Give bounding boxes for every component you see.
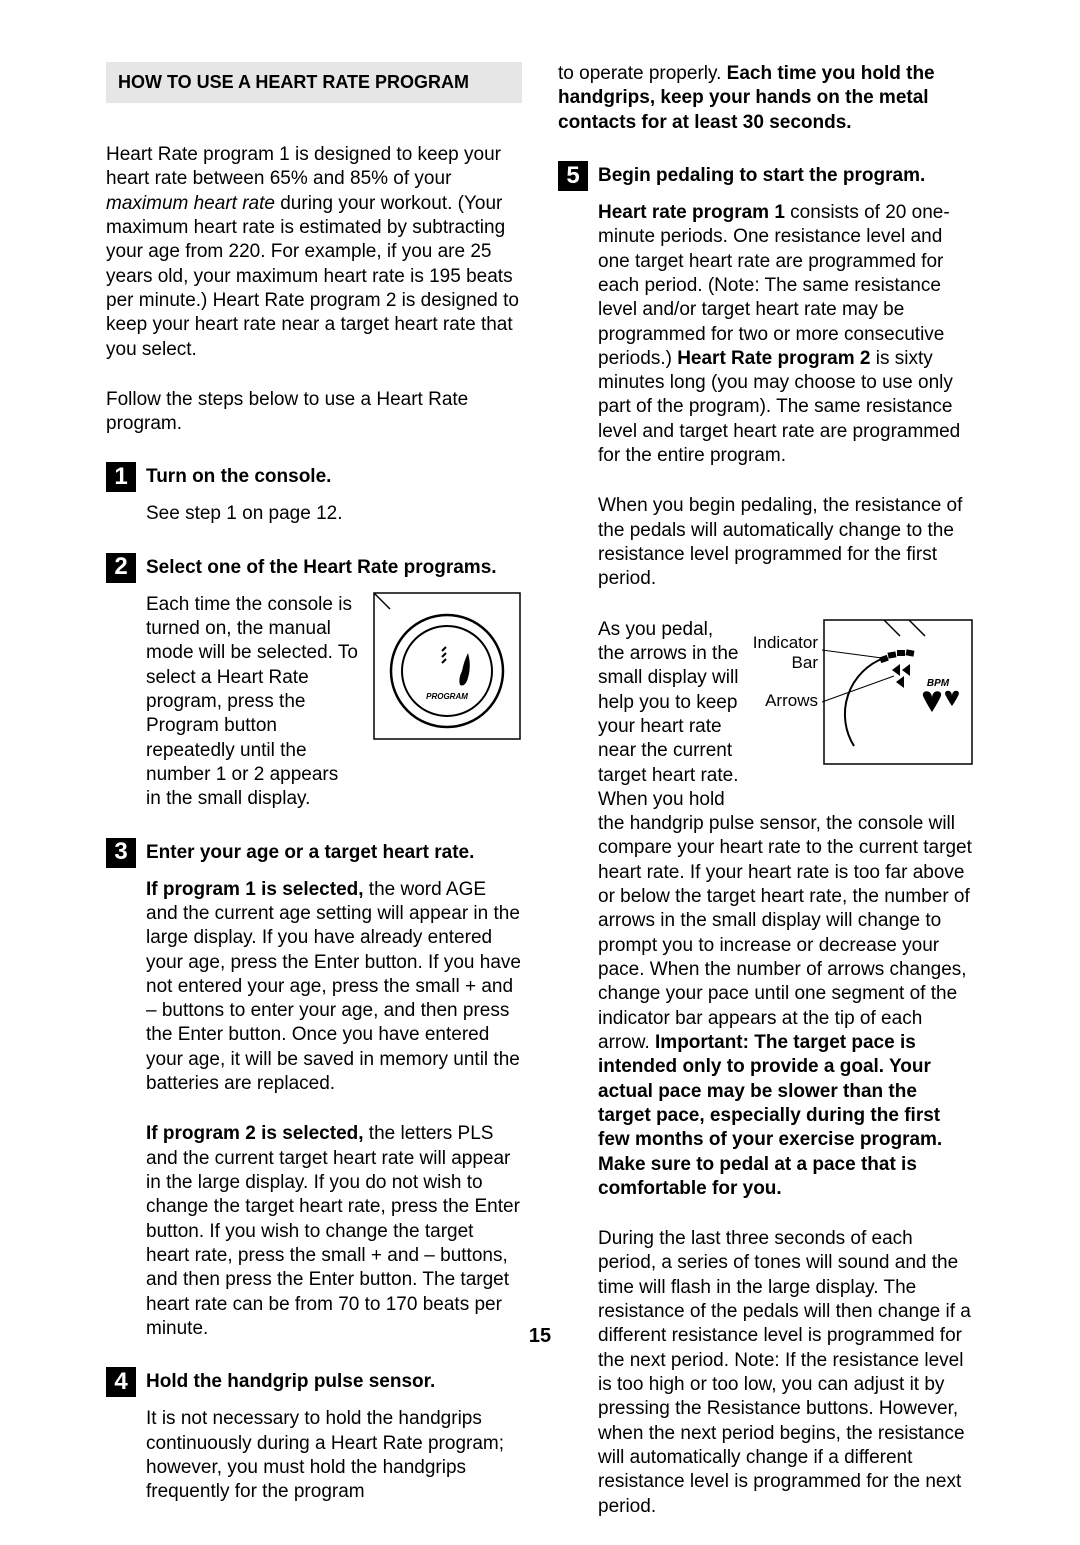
step-5-p3-cont-a: the handgrip pulse sensor, the console w… xyxy=(598,813,972,1053)
step-5-inline-wrap: As you pedal, the arrows in the small di… xyxy=(598,618,974,813)
program-label: PROGRAM xyxy=(426,692,468,701)
step-1-body: See step 1 on page 12. xyxy=(146,502,522,526)
page-number: 15 xyxy=(0,1324,1080,1350)
step-5-title: Begin pedaling to start the program. xyxy=(598,161,925,188)
step-3-p2-bold: If program 2 is selected, xyxy=(146,1123,364,1144)
step-number-badge: 2 xyxy=(106,553,136,583)
step-5-p3-cont: the handgrip pulse sensor, the console w… xyxy=(598,812,974,1201)
step-number-badge: 4 xyxy=(106,1367,136,1397)
step-3-p2-text: the letters PLS and the current target h… xyxy=(146,1123,520,1339)
step-2-title: Select one of the Heart Rate programs. xyxy=(146,553,497,580)
step-3-p1-bold: If program 1 is selected, xyxy=(146,879,364,900)
bpm-display-diagram: BPM Indicator Bar Arrows xyxy=(754,618,974,766)
indicator-label: Indicator xyxy=(754,633,818,652)
step-4-text: It is not necessary to hold the handgrip… xyxy=(146,1407,522,1504)
step-2-text: Each time the console is turned on, the … xyxy=(146,593,358,812)
step-4-title: Hold the handgrip pulse sensor. xyxy=(146,1367,435,1394)
step-1-title: Turn on the console. xyxy=(146,462,331,489)
step-5-p2: When you begin pedaling, the resistance … xyxy=(598,494,974,591)
step-4-header: 4 Hold the handgrip pulse sensor. xyxy=(106,1367,522,1397)
step-3-header: 3 Enter your age or a target heart rate. xyxy=(106,838,522,868)
step-3-p1: If program 1 is selected, the word AGE a… xyxy=(146,878,522,1097)
page: HOW TO USE A HEART RATE PROGRAM Heart Ra… xyxy=(0,0,1080,1545)
step-number-badge: 3 xyxy=(106,838,136,868)
intro-text-b: during your workout. (Your maximum heart… xyxy=(106,193,519,360)
step-3-body: If program 1 is selected, the word AGE a… xyxy=(146,878,522,1342)
bar-label: Bar xyxy=(792,653,819,672)
bpm-label: BPM xyxy=(927,678,950,689)
step-5-header: 5 Begin pedaling to start the program. xyxy=(558,161,974,191)
right-column: to operate properly. Each time you hold … xyxy=(558,62,974,1545)
section-header: HOW TO USE A HEART RATE PROGRAM xyxy=(106,62,522,103)
step-4-continuation: to operate properly. Each time you hold … xyxy=(558,62,974,135)
left-column: HOW TO USE A HEART RATE PROGRAM Heart Ra… xyxy=(106,62,522,1545)
step-5-p3-inline: As you pedal, the arrows in the small di… xyxy=(598,618,740,813)
step-5-p3-cont-b: Important: The target pace is intended o… xyxy=(598,1032,942,1199)
intro-paragraph-2: Follow the steps below to use a Heart Ra… xyxy=(106,388,522,437)
program-dial-diagram: PROGRAM xyxy=(372,591,522,741)
step-5-p1-b2: Heart Rate program 2 xyxy=(677,348,870,369)
step-1-header: 1 Turn on the console. xyxy=(106,462,522,492)
intro-text: Heart Rate program 1 is designed to keep… xyxy=(106,144,501,189)
arrows-label: Arrows xyxy=(765,691,818,710)
step-3-p1-text: the word AGE and the current age setting… xyxy=(146,879,521,1095)
step-5-p4: During the last three seconds of each pe… xyxy=(598,1227,974,1519)
step-3-p2: If program 2 is selected, the letters PL… xyxy=(146,1122,522,1341)
step-4-cont-a: to operate properly. xyxy=(558,63,727,84)
step-2-header: 2 Select one of the Heart Rate programs. xyxy=(106,553,522,583)
step-number-badge: 1 xyxy=(106,462,136,492)
intro-paragraph-1: Heart Rate program 1 is designed to keep… xyxy=(106,143,522,362)
step-4-body: It is not necessary to hold the handgrip… xyxy=(146,1407,522,1504)
intro-em: maximum heart rate xyxy=(106,193,275,214)
step-1-text: See step 1 on page 12. xyxy=(146,502,522,526)
step-5-body: Heart rate program 1 consists of 20 one-… xyxy=(598,201,974,1519)
step-3-title: Enter your age or a target heart rate. xyxy=(146,838,474,865)
step-2-body: Each time the console is turned on, the … xyxy=(146,593,522,812)
step-number-badge: 5 xyxy=(558,161,588,191)
step-5-p1: Heart rate program 1 consists of 20 one-… xyxy=(598,201,974,468)
step-5-p1-b1: Heart rate program 1 xyxy=(598,202,785,223)
step-5-p1-a: consists of 20 one-minute periods. One r… xyxy=(598,202,950,369)
